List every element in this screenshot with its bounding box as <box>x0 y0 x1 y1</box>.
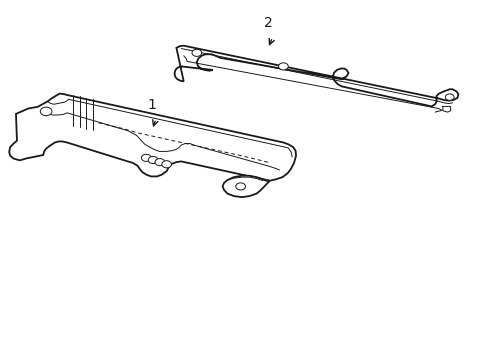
Circle shape <box>278 63 287 70</box>
Polygon shape <box>174 46 458 107</box>
Circle shape <box>148 157 158 163</box>
Circle shape <box>192 49 201 57</box>
Text: 1: 1 <box>147 98 156 112</box>
Circle shape <box>162 161 171 168</box>
Circle shape <box>445 94 453 100</box>
Circle shape <box>141 154 151 161</box>
Polygon shape <box>9 94 295 181</box>
Circle shape <box>235 183 245 190</box>
Polygon shape <box>222 176 269 197</box>
Text: 2: 2 <box>264 16 273 30</box>
Circle shape <box>155 158 164 166</box>
Circle shape <box>40 107 52 116</box>
